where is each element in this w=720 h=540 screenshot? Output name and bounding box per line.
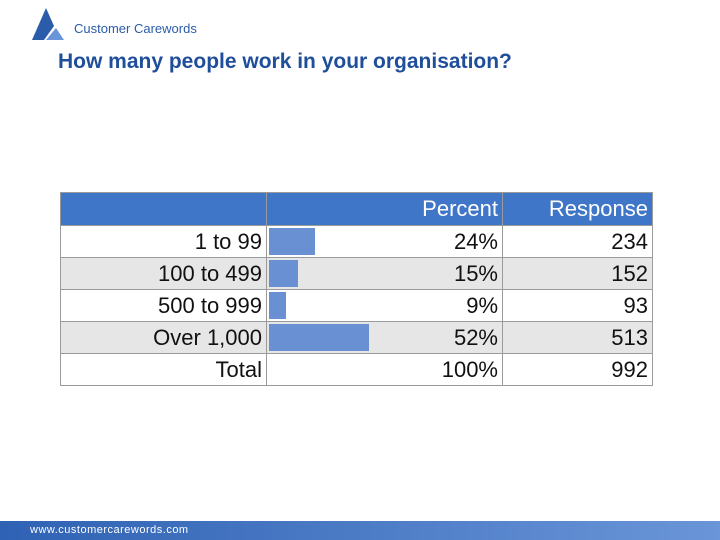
logo-icon (32, 8, 64, 40)
row-label: Total (60, 353, 267, 386)
response-count: 234 (502, 225, 653, 258)
percent-cell: 24% (266, 225, 503, 258)
column-header: Response (502, 192, 653, 226)
header-row: Percent Response (60, 192, 653, 226)
column-header (60, 192, 267, 226)
bar (269, 260, 298, 287)
percent-label: 9% (466, 292, 498, 318)
percent-cell: 9% (266, 289, 503, 322)
column-header-text: Percent (422, 196, 498, 221)
percent-cell: 52% (266, 321, 503, 354)
percent-label: 15% (453, 260, 498, 286)
row-label: 100 to 499 (60, 257, 267, 290)
column-header: Percent (266, 192, 503, 226)
row-label: Over 1,000 (60, 321, 267, 354)
percent-cell: 15% (266, 257, 503, 290)
percent-cell: 100% (266, 353, 503, 386)
percent-label: 24% (453, 228, 498, 254)
table-row: Total 100% 992 (60, 353, 653, 386)
response-count: 992 (502, 353, 653, 386)
response-count: 152 (502, 257, 653, 290)
bar (269, 228, 316, 255)
table-row: Over 1,000 52% 513 (60, 321, 653, 354)
title: How many people work in your organisatio… (58, 50, 512, 73)
table-row: 1 to 99 24% 234 (60, 225, 653, 258)
percent-label: 100% (441, 356, 498, 382)
row-label: 1 to 99 (60, 225, 267, 258)
table-row: 100 to 499 15% 152 (60, 257, 653, 290)
row-label: 500 to 999 (60, 289, 267, 322)
bar (269, 324, 369, 351)
response-count: 513 (502, 321, 653, 354)
response-count: 93 (502, 289, 653, 322)
logo-text: Customer Carewords (74, 21, 197, 36)
percent-label: 52% (453, 324, 498, 350)
footer-bar: www.customercarewords.com (0, 521, 720, 540)
bar (269, 292, 287, 319)
table-row: 500 to 999 9% 93 (60, 289, 653, 322)
footer-url: www.customercarewords.com (30, 524, 189, 536)
results-table: Percent Response 1 to 99 24% 234 100 to 499… (60, 192, 653, 386)
